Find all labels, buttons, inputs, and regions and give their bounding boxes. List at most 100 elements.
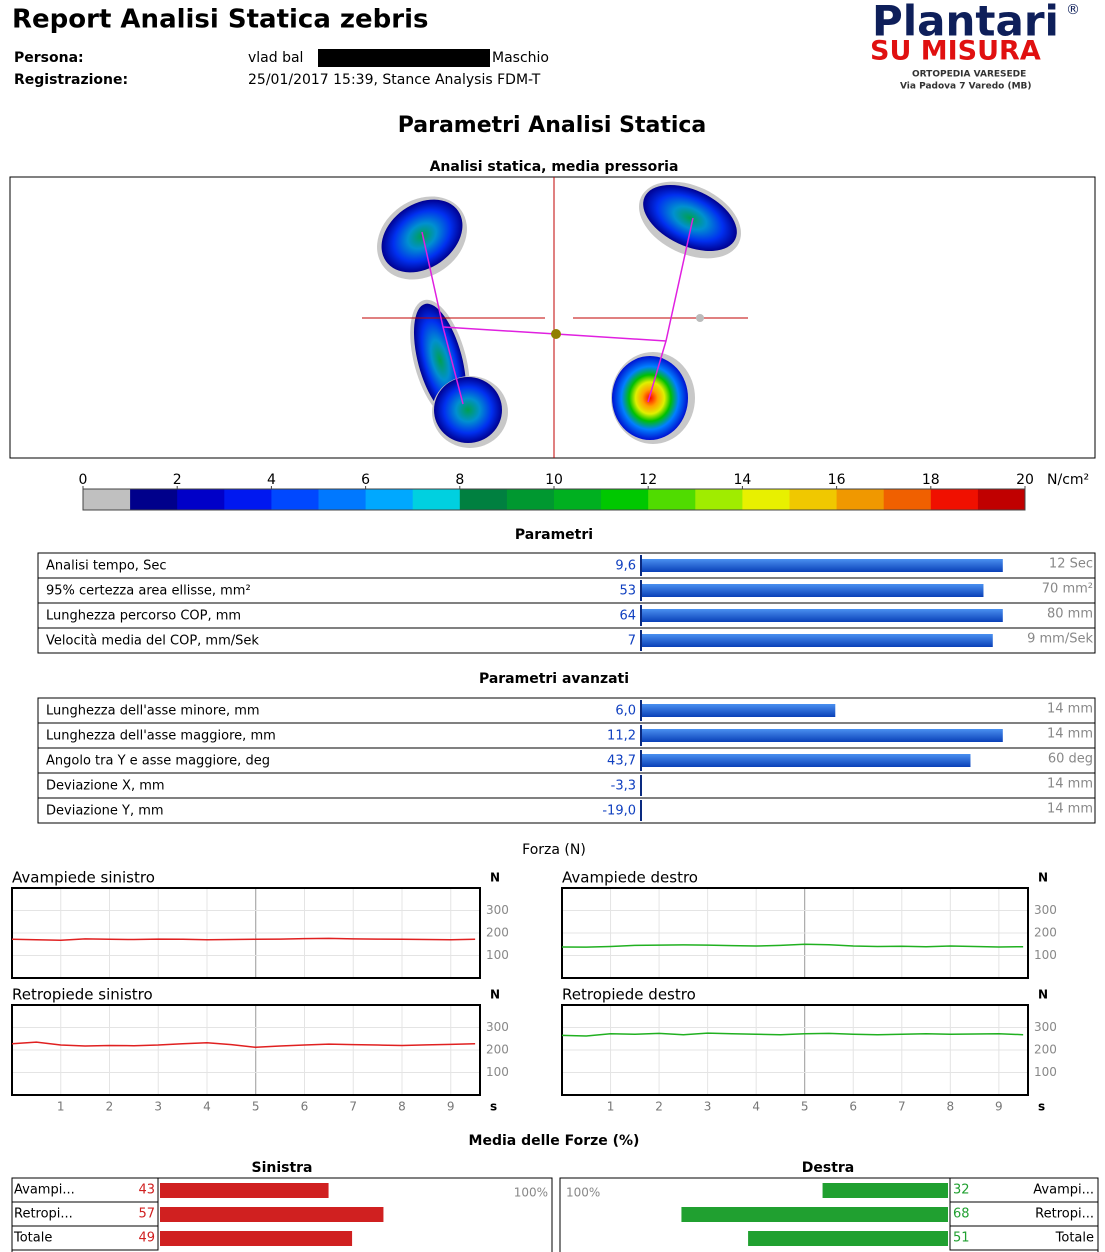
logo-registered: ® bbox=[1066, 2, 1080, 18]
x-tick-label: 4 bbox=[752, 1100, 760, 1114]
x-tick-label: 1 bbox=[57, 1100, 65, 1114]
scale-swatch bbox=[130, 489, 178, 510]
force-line bbox=[562, 944, 1023, 947]
row-max: 9 mm/Sek bbox=[1027, 632, 1093, 647]
page-title: Parametri Analisi Statica bbox=[398, 113, 707, 138]
recording-value: 25/01/2017 15:39, Stance Analysis FDM-T bbox=[248, 72, 541, 88]
table-row bbox=[38, 773, 1095, 798]
scale-swatch bbox=[271, 489, 319, 510]
report-page: Report Analisi Statica zebris Persona: v… bbox=[0, 0, 1105, 1252]
row-max: 14 mm bbox=[1047, 777, 1093, 792]
person-label: Persona: bbox=[14, 50, 84, 66]
scale-tick-label: 0 bbox=[79, 472, 88, 488]
y-tick-label: 100 bbox=[1034, 948, 1057, 962]
recording-label: Registrazione: bbox=[14, 72, 128, 88]
row-value: 51 bbox=[953, 1231, 970, 1246]
force-bar bbox=[160, 1231, 352, 1246]
distribution-title: Media delle Forze (%) bbox=[469, 1133, 640, 1149]
param-bar bbox=[642, 754, 970, 767]
scale-tick-label: 8 bbox=[455, 472, 464, 488]
row-label: Avampi... bbox=[14, 1183, 75, 1198]
row-value: 7 bbox=[628, 634, 636, 649]
force-chart-title: Retropiede sinistro bbox=[12, 986, 153, 1004]
force-y-unit: N bbox=[1038, 988, 1048, 1002]
person-value: vlad bal bbox=[248, 50, 303, 66]
logo-address: Via Padova 7 Varedo (MB) bbox=[900, 82, 1032, 92]
x-unit: s bbox=[490, 1100, 497, 1114]
param-bar bbox=[642, 704, 835, 717]
table-row bbox=[38, 798, 1095, 823]
force-line bbox=[12, 938, 475, 940]
x-tick-label: 3 bbox=[704, 1100, 712, 1114]
x-tick-label: 5 bbox=[801, 1100, 809, 1114]
scale-swatch bbox=[224, 489, 272, 510]
row-value: 49 bbox=[138, 1231, 155, 1246]
scale-swatch bbox=[695, 489, 743, 510]
row-value: 6,0 bbox=[615, 704, 636, 719]
force-bar bbox=[681, 1207, 948, 1222]
force-line bbox=[562, 1033, 1023, 1036]
row-value: 53 bbox=[619, 584, 636, 599]
row-value: 11,2 bbox=[607, 729, 636, 744]
row-label: Deviazione Y, mm bbox=[46, 804, 164, 819]
pressure-map bbox=[10, 166, 1095, 458]
y-tick-label: 300 bbox=[486, 1020, 509, 1034]
parameters-title: Parametri bbox=[515, 527, 593, 543]
y-tick-label: 100 bbox=[486, 948, 509, 962]
row-label: Lunghezza percorso COP, mm bbox=[46, 609, 241, 624]
x-tick-label: 6 bbox=[301, 1100, 309, 1114]
row-max: 12 Sec bbox=[1049, 557, 1093, 572]
force-bar bbox=[748, 1231, 948, 1246]
force-bar bbox=[160, 1183, 329, 1198]
scale-swatch bbox=[83, 489, 131, 510]
scale-swatch bbox=[790, 489, 838, 510]
row-value: 43 bbox=[138, 1183, 155, 1198]
force-bar bbox=[823, 1183, 948, 1198]
x-tick-label: 7 bbox=[349, 1100, 357, 1114]
row-label: Retropi... bbox=[14, 1207, 73, 1222]
scale-tick-label: 18 bbox=[922, 472, 940, 488]
x-tick-label: 5 bbox=[252, 1100, 260, 1114]
scale-tick-label: 14 bbox=[733, 472, 751, 488]
param-bar bbox=[642, 729, 1003, 742]
row-value: -19,0 bbox=[602, 804, 636, 819]
side-title: Sinistra bbox=[251, 1160, 312, 1176]
x-tick-label: 8 bbox=[947, 1100, 955, 1114]
scale-swatch bbox=[366, 489, 414, 510]
y-tick-label: 100 bbox=[1034, 1065, 1057, 1079]
scale-swatch bbox=[460, 489, 508, 510]
row-value: 9,6 bbox=[615, 559, 636, 574]
scale-tick-label: 12 bbox=[639, 472, 657, 488]
scale-swatch bbox=[507, 489, 555, 510]
scale-swatch bbox=[554, 489, 602, 510]
force-chart-title: Avampiede sinistro bbox=[12, 869, 155, 887]
scale-swatch bbox=[413, 489, 461, 510]
row-max: 14 mm bbox=[1047, 702, 1093, 717]
row-label: 95% certezza area ellisse, mm² bbox=[46, 584, 251, 599]
redaction bbox=[318, 49, 490, 67]
gender: Maschio bbox=[492, 50, 549, 66]
max-label: 100% bbox=[514, 1186, 548, 1200]
scale-swatch bbox=[319, 489, 367, 510]
row-value: 68 bbox=[953, 1207, 970, 1222]
side-title: Destra bbox=[802, 1160, 855, 1176]
y-tick-label: 300 bbox=[486, 903, 509, 917]
param-bar bbox=[642, 634, 993, 647]
x-tick-label: 7 bbox=[898, 1100, 906, 1114]
force-y-unit: N bbox=[490, 871, 500, 885]
scale-swatch bbox=[177, 489, 225, 510]
row-max: 70 mm² bbox=[1042, 582, 1093, 597]
scale-swatch bbox=[648, 489, 696, 510]
y-tick-label: 300 bbox=[1034, 903, 1057, 917]
row-label: Lunghezza dell'asse maggiore, mm bbox=[46, 729, 276, 744]
scale-swatch bbox=[837, 489, 885, 510]
x-tick-label: 2 bbox=[655, 1100, 663, 1114]
logo-tagline: SU MISURA bbox=[870, 36, 1041, 67]
row-label: Totale bbox=[1055, 1231, 1094, 1246]
row-max: 60 deg bbox=[1048, 752, 1093, 767]
scale-swatch bbox=[742, 489, 790, 510]
scale-tick-label: 6 bbox=[361, 472, 370, 488]
row-max: 14 mm bbox=[1047, 802, 1093, 817]
row-value: -3,3 bbox=[611, 779, 636, 794]
x-tick-label: 2 bbox=[106, 1100, 114, 1114]
